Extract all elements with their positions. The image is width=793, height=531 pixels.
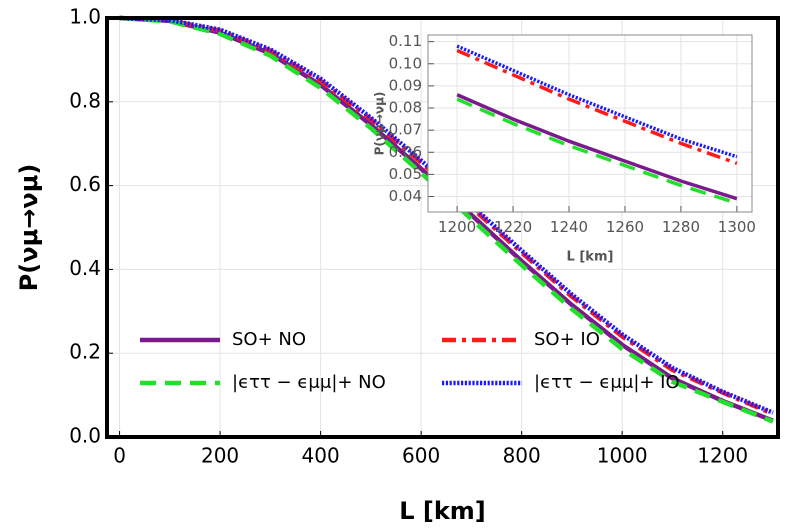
x-tick-label: 1220 bbox=[494, 218, 532, 236]
y-axis-label: P(νμ→νμ) bbox=[15, 164, 43, 292]
y-tick-label: 0.8 bbox=[69, 88, 101, 112]
series-line bbox=[456, 97, 738, 205]
x-tick-label: 1280 bbox=[662, 218, 700, 236]
y-tick-label: 1.0 bbox=[69, 5, 101, 29]
y-tick-label: 0.04 bbox=[389, 187, 422, 205]
y-tick-label: 0.06 bbox=[389, 143, 422, 161]
x-tick-label: 1000 bbox=[597, 444, 648, 468]
series-line bbox=[456, 93, 738, 201]
x-axis-label: L [km] bbox=[399, 497, 486, 525]
series-line bbox=[456, 44, 738, 159]
plot-frame bbox=[427, 34, 753, 213]
x-tick-label: 1260 bbox=[606, 218, 644, 236]
y-tick-label: 0.6 bbox=[69, 172, 101, 196]
y-tick-label: 0.09 bbox=[389, 76, 422, 94]
legend-label: SO+ IO bbox=[534, 329, 600, 350]
x-tick-label: 800 bbox=[503, 444, 541, 468]
y-tick-label: 0.08 bbox=[389, 99, 422, 117]
y-tick-label: 0.0 bbox=[69, 424, 101, 448]
legend-label: |ϵττ − ϵμμ|+ NO bbox=[232, 372, 386, 393]
x-tick-label: 1200 bbox=[438, 218, 476, 236]
plot-background bbox=[428, 35, 752, 212]
y-tick-label: 0.10 bbox=[389, 54, 422, 72]
y-tick-label: 0.07 bbox=[389, 121, 422, 139]
legend-label: |ϵττ − ϵμμ|+ IO bbox=[534, 372, 680, 393]
x-tick-label: 600 bbox=[402, 444, 440, 468]
x-tick-label: 200 bbox=[201, 444, 239, 468]
x-tick-label: 1200 bbox=[697, 444, 748, 468]
series-line bbox=[456, 48, 738, 165]
x-axis-label: L [km] bbox=[567, 250, 614, 265]
x-tick-label: 0 bbox=[113, 444, 126, 468]
y-axis-label: P(νμ→νμ) bbox=[373, 92, 387, 156]
y-tick-label: 0.11 bbox=[389, 32, 422, 50]
legend-label: SO+ NO bbox=[232, 329, 306, 350]
plot-frame bbox=[105, 16, 780, 439]
x-tick-label: 1240 bbox=[550, 218, 588, 236]
y-tick-label: 0.2 bbox=[69, 340, 101, 364]
x-tick-label: 400 bbox=[302, 444, 340, 468]
y-tick-label: 0.05 bbox=[389, 165, 422, 183]
x-tick-label: 1300 bbox=[718, 218, 756, 236]
y-tick-label: 0.4 bbox=[69, 256, 101, 280]
